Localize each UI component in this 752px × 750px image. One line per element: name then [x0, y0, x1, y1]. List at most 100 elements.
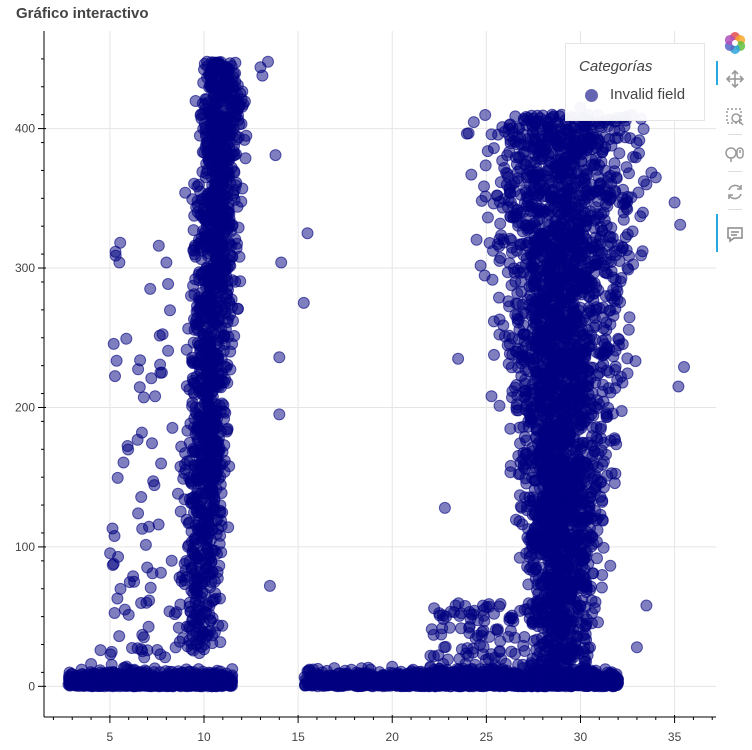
data-point	[207, 497, 220, 510]
data-point	[221, 112, 234, 125]
data-point	[112, 550, 125, 563]
data-point	[196, 450, 209, 463]
data-point	[194, 364, 206, 377]
data-point	[142, 620, 155, 633]
data-point	[134, 354, 147, 367]
data-point	[190, 634, 202, 647]
data-point	[135, 597, 148, 609]
data-point	[162, 344, 175, 357]
data-point	[184, 605, 197, 618]
data-point	[206, 637, 219, 650]
data-point	[155, 457, 168, 470]
data-point	[165, 554, 178, 567]
data-point	[213, 189, 226, 202]
data-point	[216, 281, 229, 293]
data-point	[154, 566, 167, 579]
data-point	[146, 437, 158, 450]
data-point	[178, 493, 191, 506]
data-point	[194, 562, 206, 575]
data-point	[486, 273, 499, 286]
data-point	[493, 399, 506, 412]
data-point	[178, 679, 191, 692]
data-point	[133, 381, 146, 394]
data-point	[227, 149, 240, 162]
data-point	[197, 310, 210, 323]
data-point	[218, 454, 231, 467]
data-point	[144, 581, 157, 594]
data-point	[162, 278, 175, 290]
data-point	[223, 207, 236, 220]
data-point	[197, 122, 210, 135]
data-point	[113, 256, 126, 269]
data-point	[159, 651, 172, 664]
data-point	[215, 154, 228, 167]
data-point	[144, 282, 157, 295]
data-point	[87, 667, 100, 680]
data-point	[240, 129, 253, 142]
data-point	[197, 382, 210, 394]
data-point	[188, 177, 201, 190]
data-point	[163, 605, 176, 618]
data-point	[120, 332, 133, 345]
data-point	[228, 330, 241, 342]
data-point	[113, 630, 126, 643]
data-point	[479, 109, 492, 121]
data-point	[597, 455, 610, 468]
data-point	[188, 241, 201, 254]
data-point	[630, 136, 643, 149]
data-point	[209, 317, 222, 330]
data-point	[201, 468, 214, 481]
data-point	[117, 661, 130, 674]
data-point	[190, 593, 203, 606]
data-point	[194, 503, 207, 516]
data-point	[104, 648, 117, 661]
data-point	[194, 343, 207, 356]
data-point	[210, 380, 223, 393]
data-point	[128, 663, 141, 676]
data-point	[199, 141, 212, 154]
data-point	[199, 521, 212, 534]
data-point	[186, 445, 199, 458]
data-point	[185, 289, 197, 302]
data-point	[223, 166, 235, 179]
data-point	[193, 647, 206, 660]
data-point	[225, 60, 238, 73]
chart-title: Gráfico interactivo	[16, 5, 149, 22]
data-point	[180, 380, 193, 393]
data-point	[195, 296, 208, 309]
data-point	[189, 273, 202, 286]
data-point	[234, 275, 247, 288]
data-point	[174, 598, 187, 611]
data-point	[135, 491, 148, 503]
data-point	[107, 337, 120, 350]
data-point	[137, 391, 150, 404]
data-point	[206, 680, 219, 693]
data-point	[185, 525, 198, 538]
data-point	[637, 123, 650, 135]
data-point	[205, 367, 218, 380]
data-point	[186, 351, 199, 364]
data-point	[207, 206, 220, 218]
data-point	[622, 323, 635, 336]
data-point	[220, 89, 233, 101]
data-point	[166, 421, 179, 434]
data-point	[179, 564, 192, 577]
data-point	[440, 677, 453, 690]
data-point	[169, 641, 182, 654]
data-point	[104, 666, 116, 679]
data-points	[62, 55, 690, 693]
data-point	[114, 236, 127, 249]
data-point	[152, 672, 165, 685]
data-point	[130, 675, 143, 688]
data-point	[111, 471, 124, 484]
data-point	[207, 262, 219, 275]
data-point	[201, 249, 214, 262]
data-point	[220, 425, 233, 438]
data-point	[205, 297, 218, 310]
data-point	[189, 552, 202, 565]
data-point	[184, 417, 197, 430]
data-point	[172, 621, 185, 634]
data-point	[209, 544, 221, 557]
data-point	[206, 232, 219, 244]
